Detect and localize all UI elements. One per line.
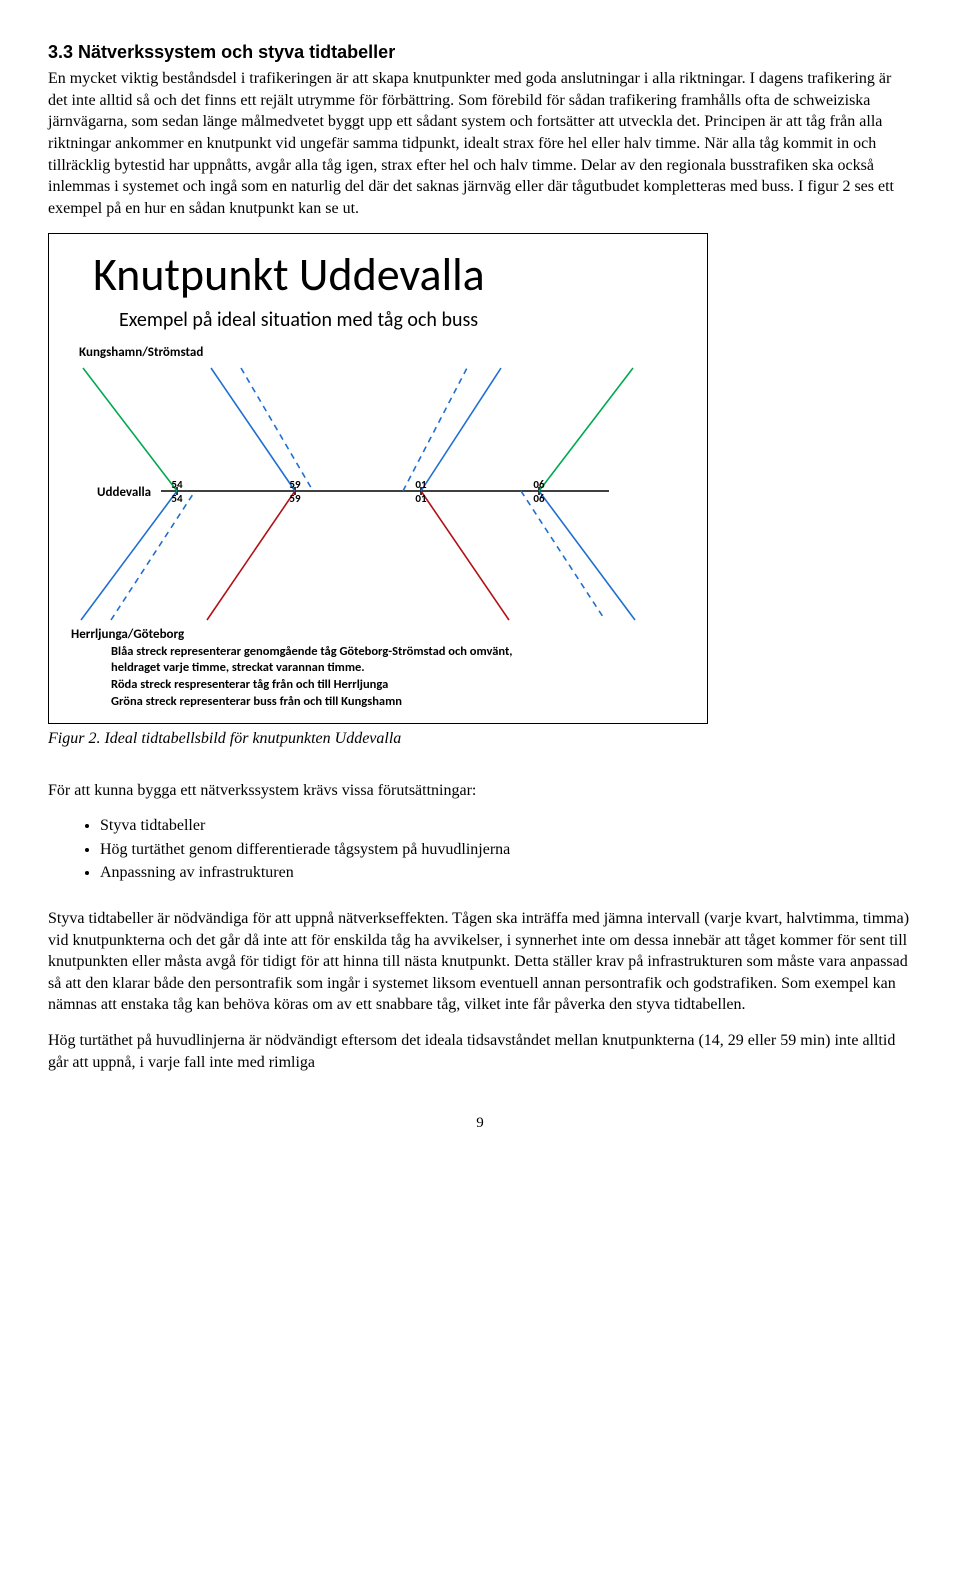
legend-line-4: Gröna streck representerar buss från och… (111, 694, 707, 711)
label-herrljunga: Herrljunga/Göteborg (71, 626, 184, 644)
section-heading: 3.3 Nätverkssystem och styva tidtabeller (48, 40, 912, 64)
bullet-2: Hög turtäthet genom differentierade tågs… (100, 839, 912, 861)
paragraph-4: Hög turtäthet på huvudlinjerna är nödvän… (48, 1030, 912, 1073)
axis-t1: 59 (285, 478, 305, 493)
diagram-canvas: Kungshamn/Strömstad Uddevalla Herrljunga… (49, 344, 707, 644)
diagram-legend: Blåa streck representerar genomgående tå… (49, 644, 707, 724)
paragraph-2-intro: För att kunna bygga ett nätverkssystem k… (48, 780, 912, 802)
figure-caption: Figur 2. Ideal tidtabellsbild för knutpu… (48, 728, 912, 750)
label-uddevalla: Uddevalla (97, 484, 151, 502)
axis-t3: 06 (529, 478, 549, 493)
diagram-title: Knutpunkt Uddevalla (93, 244, 707, 306)
legend-line-3: Röda streck respresenterar tåg från och … (111, 677, 707, 694)
paragraph-3: Styva tidtabeller är nödvändiga för att … (48, 908, 912, 1016)
diagram-subtitle: Exempel på ideal situation med tåg och b… (119, 307, 707, 334)
section-number: 3.3 (48, 42, 73, 62)
paragraph-1: En mycket viktig beståndsdel i trafikeri… (48, 68, 912, 219)
axis-t2: 01 (411, 478, 431, 493)
axis-t0: 54 (167, 478, 187, 493)
axis-b2: 01 (411, 492, 431, 507)
label-kungshamn: Kungshamn/Strömstad (79, 344, 203, 362)
bullet-3: Anpassning av infrastrukturen (100, 862, 912, 884)
axis-b1: 59 (285, 492, 305, 507)
page-number: 9 (48, 1113, 912, 1133)
axis-b0: 54 (167, 492, 187, 507)
requirements-list: Styva tidtabeller Hög turtäthet genom di… (48, 815, 912, 884)
section-title: Nätverkssystem och styva tidtabeller (78, 42, 395, 62)
legend-line-2: heldraget varje timme, streckat varannan… (111, 660, 707, 677)
bullet-1: Styva tidtabeller (100, 815, 912, 837)
knutpunkt-diagram: Knutpunkt Uddevalla Exempel på ideal sit… (48, 233, 708, 724)
legend-line-1: Blåa streck representerar genomgående tå… (111, 644, 707, 661)
axis-b3: 06 (529, 492, 549, 507)
